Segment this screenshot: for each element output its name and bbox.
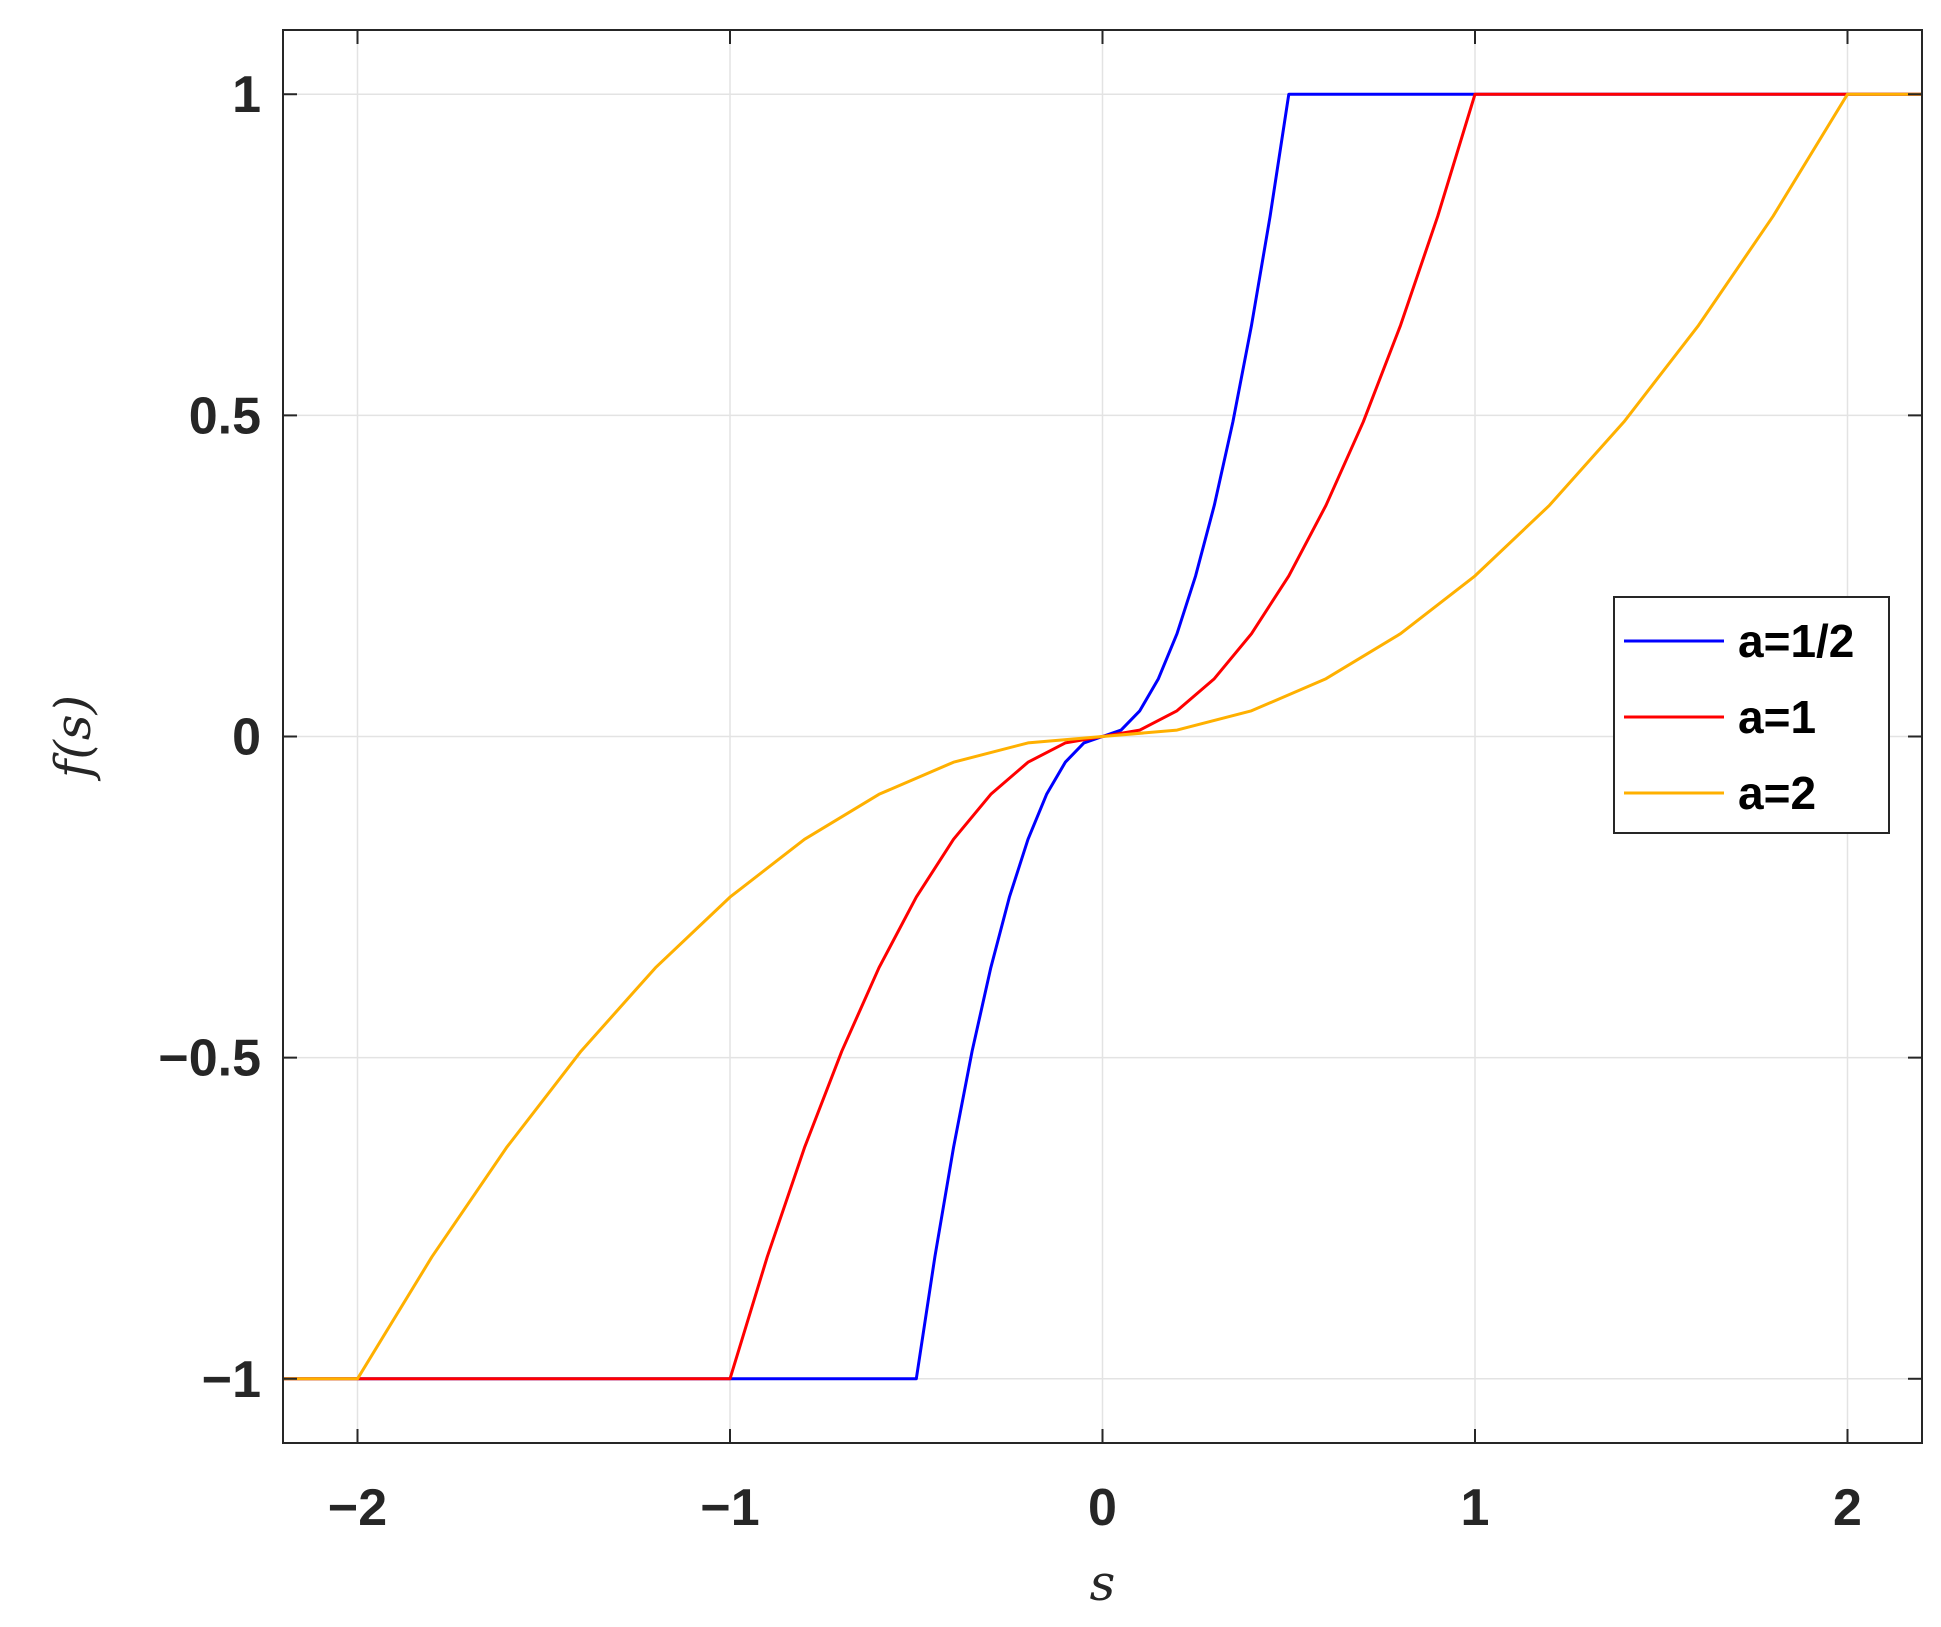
x-tick-label: 2 [1833, 1479, 1862, 1537]
x-tick-label: −1 [700, 1479, 759, 1537]
y-tick-label: −0.5 [158, 1030, 261, 1088]
tick-marks [283, 30, 1922, 1443]
y-axis-label: f(s) [44, 695, 102, 782]
y-tick-label: 0 [232, 709, 261, 767]
y-tick-labels: −1 −0.5 0 0.5 1 [158, 66, 261, 1409]
x-tick-label: 1 [1461, 1479, 1490, 1537]
y-tick-label: 1 [232, 66, 261, 124]
x-tick-label: 0 [1088, 1479, 1117, 1537]
legend-label: a=1/2 [1738, 615, 1854, 667]
x-axis-label: s [1090, 1554, 1116, 1612]
legend-label: a=1 [1738, 691, 1816, 743]
y-tick-label: −1 [202, 1351, 261, 1409]
legend-box [1613, 596, 1890, 834]
legend-label: a=2 [1738, 767, 1816, 819]
plot-lines [283, 92, 1922, 1381]
x-tick-label: −2 [328, 1479, 387, 1537]
y-tick-label: 0.5 [189, 387, 261, 445]
x-tick-labels: −2 −1 0 1 2 [328, 1479, 1862, 1537]
series-line [283, 92, 1922, 1381]
legend: a=1/2 a=1 a=2 [1613, 596, 1890, 834]
